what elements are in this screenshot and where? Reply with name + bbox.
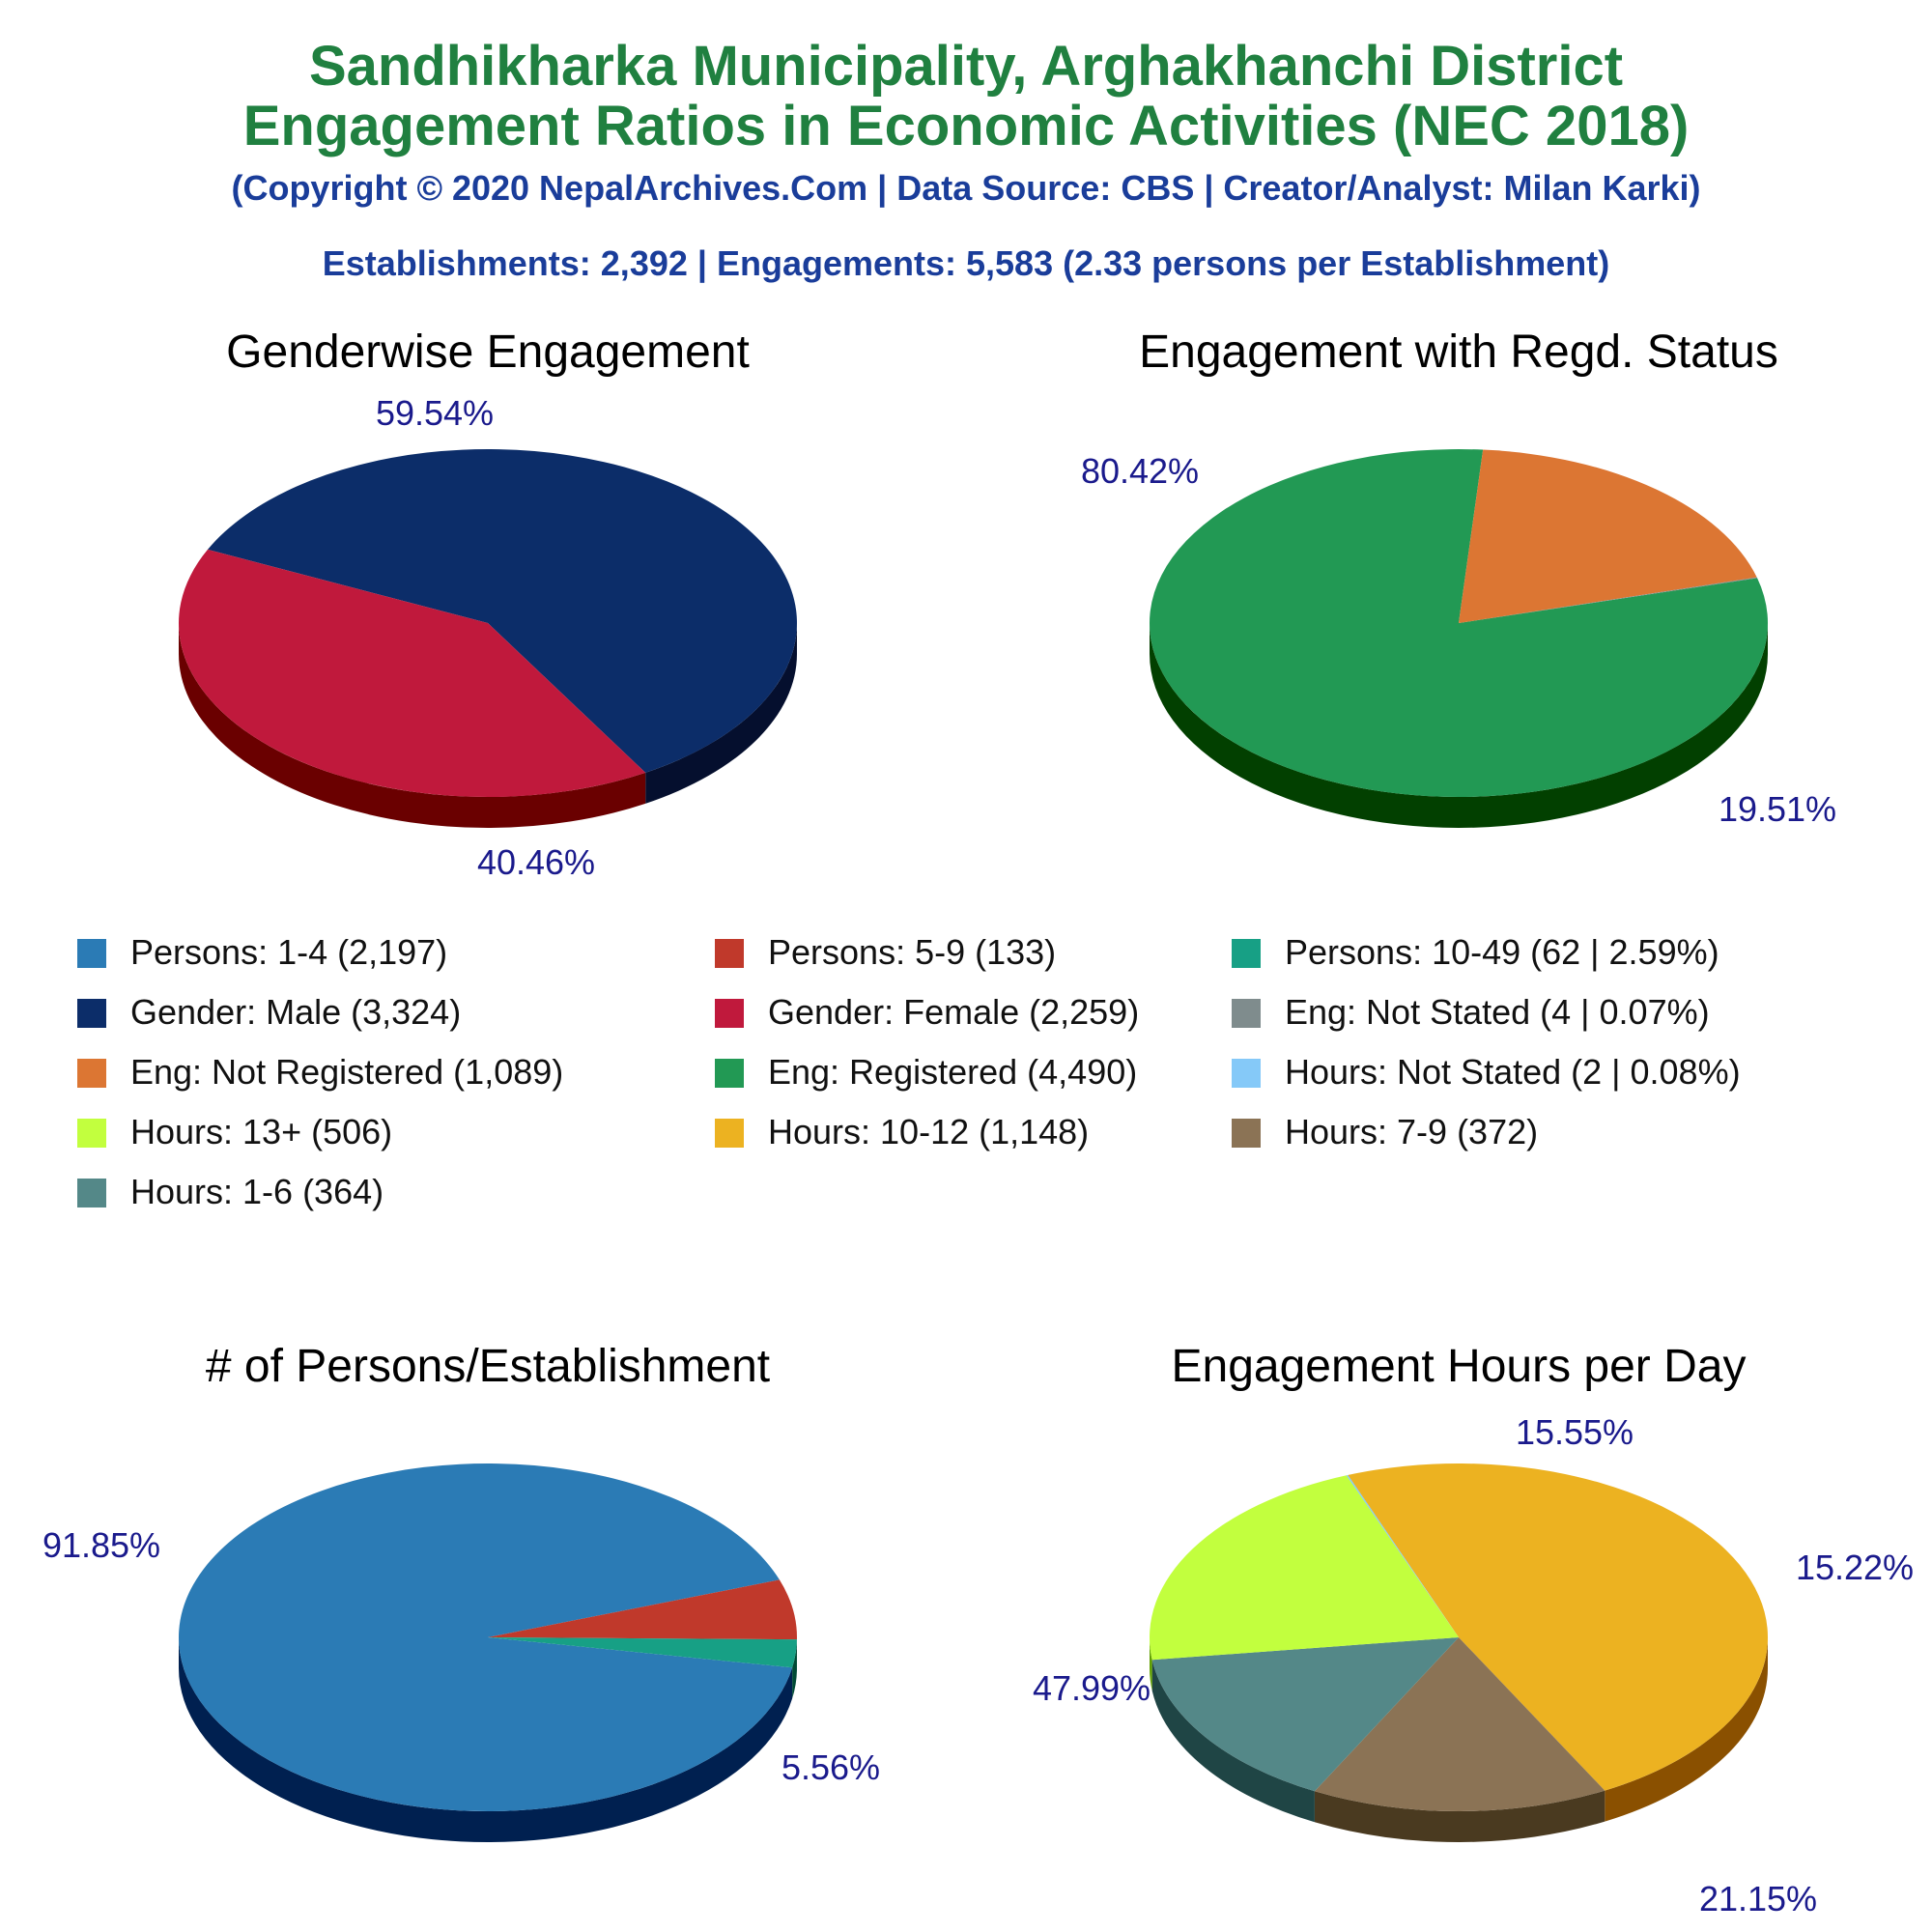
pie-slice: [1151, 1637, 1459, 1792]
chart-title: Genderwise Engagement: [226, 327, 750, 378]
pie-slice: [488, 1579, 798, 1640]
pie-side-wall: [792, 1639, 797, 1699]
pie-chart-1: Genderwise Engagement 59.54% 40.46%: [179, 327, 798, 882]
copyright-line: (Copyright © 2020 NepalArchives.Com | Da…: [231, 168, 1701, 208]
legend-label: Persons: 10-49 (62 | 2.59%): [1285, 932, 1719, 972]
legend-swatch: [715, 939, 744, 968]
slice-percent-label: 21.15%: [1699, 1879, 1817, 1918]
legend-label: Hours: 13+ (506): [130, 1112, 393, 1151]
slice-percent-label: 47.99%: [1033, 1668, 1151, 1708]
summary-line: Establishments: 2,392 | Engagements: 5,5…: [322, 243, 1610, 283]
chart-title: # of Persons/Establishment: [206, 1341, 770, 1392]
pie-slice: [1314, 1637, 1605, 1812]
pie-slice: [1348, 1463, 1769, 1791]
legend-label: Eng: Not Stated (4 | 0.07%): [1285, 992, 1710, 1032]
main-title-line2: Engagement Ratios in Economic Activities…: [242, 95, 1690, 157]
legend-swatch: [1232, 939, 1261, 968]
legend-swatch: [1232, 1059, 1261, 1088]
pie-slice: [488, 1637, 797, 1668]
pie-chart-3: # of Persons/Establishment 91.85% 5.56%: [43, 1341, 880, 1843]
legend-label: Persons: 1-4 (2,197): [130, 932, 448, 972]
legend-swatch: [77, 1059, 106, 1088]
slice-percent-label: 15.22%: [1796, 1548, 1914, 1587]
pie-slice: [179, 1463, 793, 1811]
pie-slice: [1150, 448, 1768, 797]
legend-swatch: [77, 999, 106, 1028]
legend-swatch: [715, 1059, 744, 1088]
main-title-line1: Sandhikharka Municipality, Arghakhanchi …: [308, 35, 1624, 98]
legend-swatch: [77, 1179, 106, 1208]
chart-title: Engagement with Regd. Status: [1139, 327, 1778, 378]
slice-percent-label: 40.46%: [477, 842, 595, 882]
slice-percent-label: 59.54%: [376, 393, 494, 433]
pie-slice: [1459, 449, 1757, 623]
pie-slice: [179, 549, 646, 797]
legend-swatch: [1232, 1119, 1261, 1148]
legend-swatch: [1232, 999, 1261, 1028]
slice-percent-label: 5.56%: [781, 1747, 880, 1787]
legend-label: Hours: 7-9 (372): [1285, 1112, 1539, 1151]
pie-side-wall: [1151, 1660, 1315, 1823]
legend-swatch: [715, 999, 744, 1028]
slice-percent-label: 80.42%: [1081, 451, 1199, 491]
legend-label: Hours: 10-12 (1,148): [768, 1112, 1090, 1151]
pie-chart-2: Engagement with Regd. Status 80.42% 19.51%: [1081, 327, 1836, 829]
pie-side-wall: [1150, 623, 1768, 828]
pie-slice: [207, 448, 798, 773]
pie-side-wall: [1605, 1637, 1768, 1822]
pie-chart-4: Engagement Hours per Day 47.99% 15.55% 15.2…: [1033, 1341, 1914, 1918]
pie-side-wall: [179, 623, 646, 828]
legend-label: Persons: 5-9 (133): [768, 932, 1057, 972]
pie-side-wall: [179, 1637, 793, 1843]
slice-percent-label: 19.51%: [1719, 789, 1836, 829]
pie-slice: [1459, 577, 1758, 623]
legend-swatch: [715, 1119, 744, 1148]
pie-slice: [1150, 1475, 1459, 1661]
legend-label: Gender: Female (2,259): [768, 992, 1140, 1032]
pie-slice: [1346, 1474, 1459, 1637]
legend-label: Eng: Not Registered (1,089): [130, 1052, 564, 1092]
legend-label: Hours: 1-6 (364): [130, 1172, 384, 1211]
pie-side-wall: [1314, 1790, 1605, 1842]
legend-label: Gender: Male (3,324): [130, 992, 462, 1032]
legend-label: Eng: Registered (4,490): [768, 1052, 1138, 1092]
chart-title: Engagement Hours per Day: [1172, 1341, 1747, 1392]
slice-percent-label: 15.55%: [1516, 1412, 1634, 1452]
legend-swatch: [77, 1119, 106, 1148]
pie-side-wall: [1150, 1637, 1152, 1691]
slice-percent-label: 91.85%: [43, 1525, 160, 1565]
pie-side-wall: [645, 623, 797, 804]
legend-label: Hours: Not Stated (2 | 0.08%): [1285, 1052, 1741, 1092]
legend-swatch: [77, 939, 106, 968]
